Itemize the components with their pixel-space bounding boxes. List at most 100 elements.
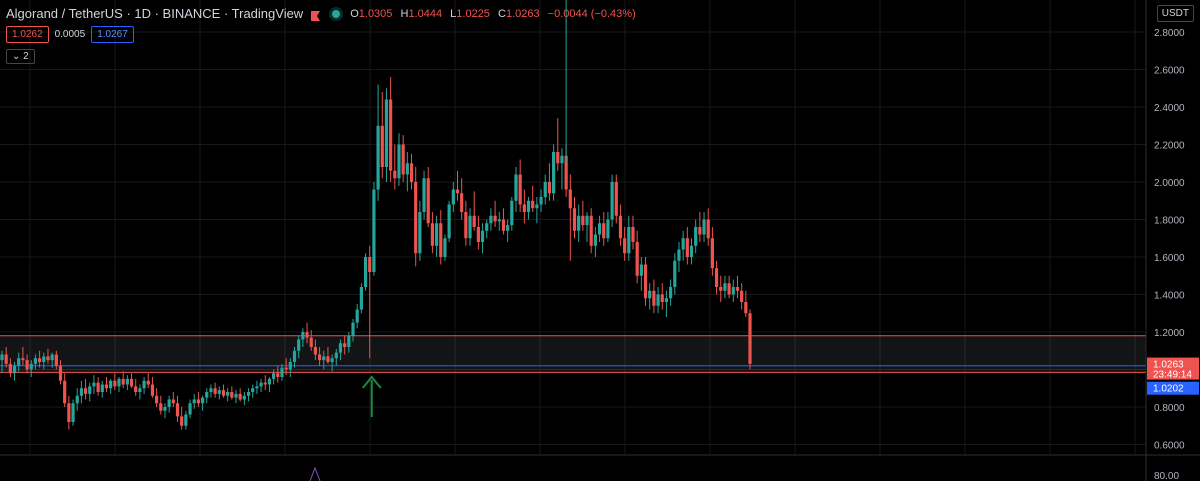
candle-body (539, 197, 543, 205)
candle-body (606, 219, 610, 239)
oscillator-tick-label: 80.00 (1154, 471, 1179, 481)
y-tick-label: 1.2000 (1154, 328, 1185, 339)
candle-body (234, 393, 238, 398)
candle-body (514, 174, 518, 201)
candle-body (263, 382, 267, 385)
flag-icon[interactable] (311, 9, 321, 21)
candle-body (501, 219, 506, 231)
candle-body (343, 343, 347, 347)
market-status-icon[interactable] (332, 9, 341, 18)
candle-body (113, 380, 117, 387)
candle-body (376, 125, 380, 190)
buy-button[interactable]: 1.0267 (91, 26, 134, 43)
candle-body (92, 382, 96, 387)
candle-body (556, 152, 560, 164)
candle-body (134, 386, 138, 392)
candle-body (714, 268, 719, 287)
candle-body (572, 208, 577, 231)
low-label: L (450, 7, 457, 20)
candle-body (109, 380, 113, 389)
candle-body (660, 294, 664, 302)
candle-body (213, 388, 217, 394)
candle-body (171, 399, 175, 404)
oscillator-line (309, 466, 321, 481)
candle-body (125, 378, 129, 385)
candle-body (577, 215, 581, 231)
candle-body (706, 219, 710, 239)
candle-body (75, 395, 79, 404)
indicators-toggle-button[interactable]: ⌄ 2 (6, 49, 35, 64)
candle-body (673, 260, 677, 287)
candle-body (96, 382, 100, 392)
candle-body (643, 264, 648, 299)
candle-body (623, 238, 627, 254)
candle-body (443, 238, 447, 257)
change-value: −0.0044 (−0.43%) (547, 7, 636, 20)
candle-body (472, 215, 476, 227)
candle-body (142, 380, 146, 389)
candle-body (439, 223, 443, 257)
candle-body (205, 392, 209, 398)
candle-body (159, 403, 163, 411)
candle-body (129, 378, 134, 387)
y-tick-label: 2.6000 (1154, 66, 1185, 77)
zone-band (0, 335, 1146, 373)
line-price-tag (1147, 381, 1199, 395)
candle-body (702, 219, 706, 235)
spread-panel: 1.0262 0.0005 1.0267 (6, 26, 134, 43)
candle-body (221, 390, 226, 396)
candle-body (664, 298, 669, 302)
candle-body (597, 223, 602, 235)
candle-body (455, 189, 460, 194)
high-value: 1.0444 (408, 7, 443, 20)
candle-body (710, 238, 714, 269)
candle-body (138, 388, 142, 392)
candle-body (280, 367, 284, 377)
candle-body (719, 287, 723, 291)
candle-body (196, 399, 201, 404)
candle-body (284, 367, 288, 370)
y-tick-label: 1.6000 (1154, 253, 1185, 264)
candle-body (21, 358, 25, 361)
candle-body (627, 227, 631, 254)
candle-body (251, 388, 255, 392)
candle-body (564, 155, 568, 190)
candle-body (497, 219, 501, 222)
candle-body (581, 215, 585, 226)
candle-body (217, 390, 221, 394)
currency-button[interactable]: USDT (1156, 5, 1194, 22)
candle-body (33, 358, 38, 364)
candle-body (301, 332, 305, 340)
candle-body (338, 343, 343, 353)
candle-body (510, 200, 514, 226)
candle-body (727, 283, 731, 295)
candle-body (209, 388, 213, 392)
candle-body (602, 223, 606, 239)
candle-body (723, 283, 727, 291)
last-price-tag (1147, 357, 1199, 380)
candle-body (748, 313, 752, 364)
candle-body (355, 309, 359, 323)
open-value: 1.0305 (358, 7, 393, 20)
candle-body (12, 365, 17, 374)
candle-body (50, 354, 54, 361)
candle-body (547, 182, 552, 194)
candle-body (464, 212, 468, 239)
y-tick-label: 1.8000 (1154, 216, 1185, 227)
low-value: 1.0225 (456, 7, 490, 20)
symbol-title[interactable]: Algorand / TetherUS · 1D · BINANCE · Tra… (6, 6, 304, 21)
candle-body (100, 384, 104, 392)
sell-button[interactable]: 1.0262 (6, 26, 49, 43)
candle-body (447, 204, 451, 239)
candle-body (422, 178, 426, 212)
candle-body (317, 354, 322, 361)
candle-body (334, 352, 338, 359)
candle-body (485, 223, 489, 231)
candle-body (531, 200, 535, 209)
last-price-label: 1.0263 (1153, 360, 1184, 371)
y-tick-label: 2.8000 (1154, 28, 1185, 39)
candle-body (347, 335, 351, 347)
candle-body (79, 388, 83, 396)
candles (0, 0, 752, 430)
